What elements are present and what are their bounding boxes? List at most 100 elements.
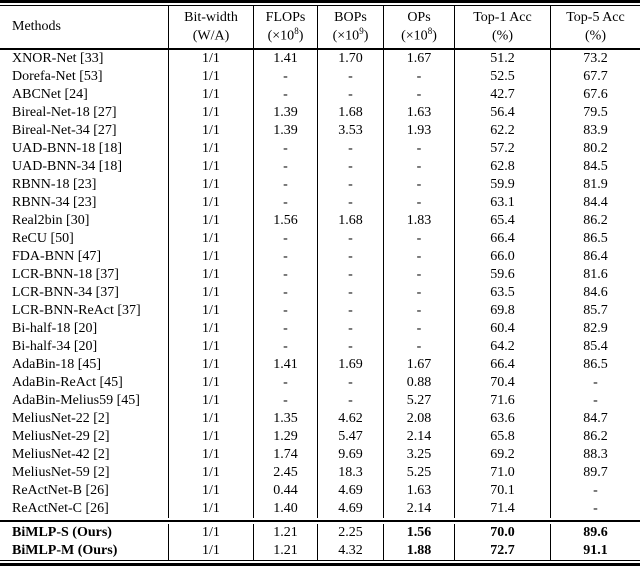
bops-cell: - bbox=[317, 320, 383, 338]
top1-cell: 70.0 bbox=[454, 524, 550, 542]
bitwidth-cell: 1/1 bbox=[168, 410, 253, 428]
bitwidth-cell: 1/1 bbox=[168, 230, 253, 248]
flops-cell: - bbox=[253, 230, 317, 248]
ops-cell: 2.08 bbox=[383, 410, 454, 428]
ops-cell: 0.88 bbox=[383, 374, 454, 392]
bitwidth-cell: 1/1 bbox=[168, 104, 253, 122]
table-row: RBNN-34 [23] 1/1 - - - 63.1 84.4 bbox=[0, 194, 640, 212]
flops-cell: 1.56 bbox=[253, 212, 317, 230]
top1-cell: 51.2 bbox=[454, 50, 550, 68]
col-header-top5-acc: Top-5 Acc (%) bbox=[550, 6, 640, 48]
method-cell: AdaBin-ReAct [45] bbox=[12, 375, 123, 390]
method-cell: MeliusNet-22 [2] bbox=[12, 411, 110, 426]
method-cell: Real2bin [30] bbox=[12, 213, 90, 228]
top1-cell: 71.0 bbox=[454, 464, 550, 482]
flops-cell: 0.44 bbox=[253, 482, 317, 500]
top1-cell: 62.2 bbox=[454, 122, 550, 140]
top5-cell: 82.9 bbox=[550, 320, 640, 338]
flops-cell: - bbox=[253, 284, 317, 302]
top5-cell: 80.2 bbox=[550, 140, 640, 158]
top5-cell: 84.5 bbox=[550, 158, 640, 176]
bops-cell: 4.69 bbox=[317, 482, 383, 500]
flops-cell: - bbox=[253, 266, 317, 284]
method-cell: MeliusNet-42 [2] bbox=[12, 447, 110, 462]
table-body-ours: BiMLP-S (Ours) 1/1 1.21 2.25 1.56 70.0 8… bbox=[0, 524, 640, 560]
top1-cell: 65.8 bbox=[454, 428, 550, 446]
bops-cell: 4.62 bbox=[317, 410, 383, 428]
table-row: FDA-BNN [47] 1/1 - - - 66.0 86.4 bbox=[0, 248, 640, 266]
ops-cell: - bbox=[383, 338, 454, 356]
bitwidth-cell: 1/1 bbox=[168, 266, 253, 284]
method-cell: MeliusNet-59 [2] bbox=[12, 465, 110, 480]
table-row: AdaBin-ReAct [45] 1/1 - - 0.88 70.4 - bbox=[0, 374, 640, 392]
bops-cell: 1.69 bbox=[317, 356, 383, 374]
top5-cell: - bbox=[550, 374, 640, 392]
method-cell: LCR-BNN-ReAct [37] bbox=[12, 303, 141, 318]
bops-cell: 2.25 bbox=[317, 524, 383, 542]
bops-cell: - bbox=[317, 248, 383, 266]
bitwidth-cell: 1/1 bbox=[168, 248, 253, 266]
top5-cell: 84.7 bbox=[550, 410, 640, 428]
top5-cell: - bbox=[550, 482, 640, 500]
method-cell: FDA-BNN [47] bbox=[12, 249, 102, 264]
col-header-unit: (×108) bbox=[401, 25, 437, 44]
col-header-label: BOPs bbox=[334, 9, 367, 25]
col-header-label: FLOPs bbox=[265, 9, 306, 25]
method-cell: ReCU [50] bbox=[12, 231, 74, 246]
top5-cell: 86.2 bbox=[550, 212, 640, 230]
ops-cell: - bbox=[383, 320, 454, 338]
bitwidth-cell: 1/1 bbox=[168, 302, 253, 320]
top5-cell: 81.9 bbox=[550, 176, 640, 194]
ops-cell: - bbox=[383, 248, 454, 266]
bitwidth-cell: 1/1 bbox=[168, 284, 253, 302]
ops-cell: - bbox=[383, 158, 454, 176]
top5-cell: 89.7 bbox=[550, 464, 640, 482]
top5-cell: 88.3 bbox=[550, 446, 640, 464]
bottom-rule bbox=[0, 560, 640, 566]
method-cell: BiMLP-M (Ours) bbox=[12, 543, 118, 558]
method-cell: LCR-BNN-18 [37] bbox=[12, 267, 119, 282]
table-row: MeliusNet-59 [2] 1/1 2.45 18.3 5.25 71.0… bbox=[0, 464, 640, 482]
bitwidth-cell: 1/1 bbox=[168, 320, 253, 338]
top1-cell: 42.7 bbox=[454, 86, 550, 104]
table-row: MeliusNet-22 [2] 1/1 1.35 4.62 2.08 63.6… bbox=[0, 410, 640, 428]
bitwidth-cell: 1/1 bbox=[168, 446, 253, 464]
flops-cell: 1.35 bbox=[253, 410, 317, 428]
method-cell: UAD-BNN-18 [18] bbox=[12, 141, 123, 156]
bitwidth-cell: 1/1 bbox=[168, 212, 253, 230]
ops-cell: 2.14 bbox=[383, 428, 454, 446]
table-row: BiMLP-S (Ours) 1/1 1.21 2.25 1.56 70.0 8… bbox=[0, 524, 640, 542]
top5-cell: 81.6 bbox=[550, 266, 640, 284]
bitwidth-cell: 1/1 bbox=[168, 464, 253, 482]
method-cell: BiMLP-S (Ours) bbox=[12, 525, 112, 540]
method-cell: AdaBin-Melius59 [45] bbox=[12, 393, 140, 408]
table-row: LCR-BNN-34 [37] 1/1 - - - 63.5 84.6 bbox=[0, 284, 640, 302]
ops-cell: - bbox=[383, 68, 454, 86]
bops-cell: 9.69 bbox=[317, 446, 383, 464]
ops-cell: - bbox=[383, 230, 454, 248]
flops-cell: 1.39 bbox=[253, 122, 317, 140]
bitwidth-cell: 1/1 bbox=[168, 176, 253, 194]
col-header-bitwidth: Bit-width (W/A) bbox=[168, 6, 253, 48]
table-row: AdaBin-18 [45] 1/1 1.41 1.69 1.67 66.4 8… bbox=[0, 356, 640, 374]
table-row: Bireal-Net-34 [27] 1/1 1.39 3.53 1.93 62… bbox=[0, 122, 640, 140]
table-row: ReCU [50] 1/1 - - - 66.4 86.5 bbox=[0, 230, 640, 248]
bops-cell: - bbox=[317, 302, 383, 320]
method-cell: ABCNet [24] bbox=[12, 87, 88, 102]
bops-cell: 5.47 bbox=[317, 428, 383, 446]
table-row: LCR-BNN-18 [37] 1/1 - - - 59.6 81.6 bbox=[0, 266, 640, 284]
top5-cell: 85.7 bbox=[550, 302, 640, 320]
bitwidth-cell: 1/1 bbox=[168, 482, 253, 500]
table-row: UAD-BNN-34 [18] 1/1 - - - 62.8 84.5 bbox=[0, 158, 640, 176]
top1-cell: 63.1 bbox=[454, 194, 550, 212]
bitwidth-cell: 1/1 bbox=[168, 356, 253, 374]
top1-cell: 64.2 bbox=[454, 338, 550, 356]
col-header-top1-acc: Top-1 Acc (%) bbox=[454, 6, 550, 48]
method-cell: Dorefa-Net [53] bbox=[12, 69, 103, 84]
flops-cell: 1.40 bbox=[253, 500, 317, 518]
bitwidth-cell: 1/1 bbox=[168, 374, 253, 392]
bops-cell: - bbox=[317, 284, 383, 302]
method-cell: Bi-half-18 [20] bbox=[12, 321, 98, 336]
flops-cell: - bbox=[253, 374, 317, 392]
top5-cell: 67.6 bbox=[550, 86, 640, 104]
